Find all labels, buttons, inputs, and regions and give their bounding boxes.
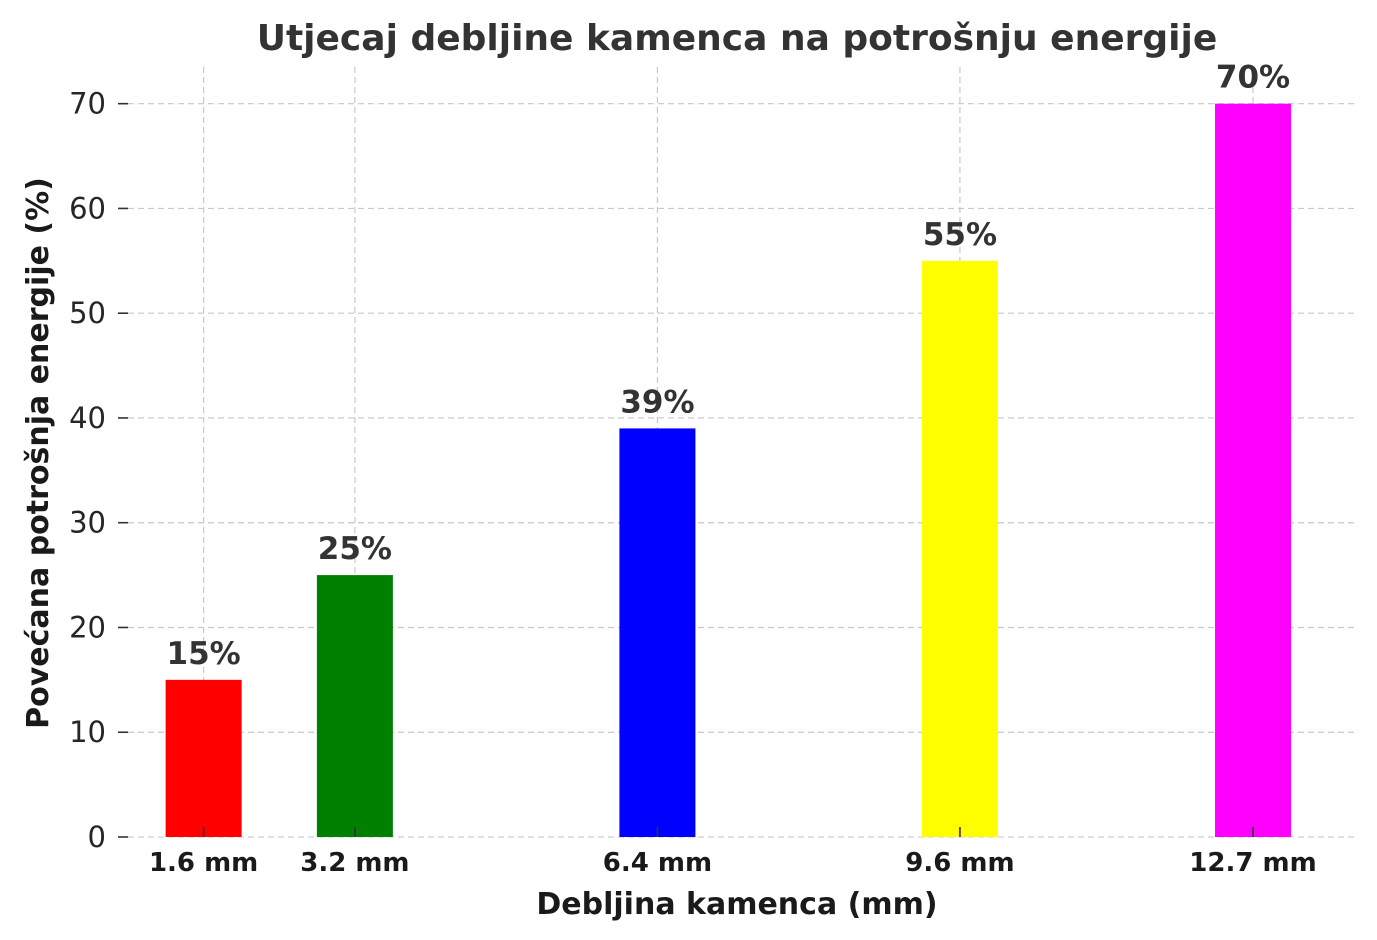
- x-tick-label: 1.6 mm: [149, 848, 258, 878]
- bar: [921, 260, 998, 837]
- bar: [1215, 103, 1292, 837]
- y-tick-label: 70: [69, 87, 106, 121]
- bar: [316, 575, 393, 837]
- y-tick-label: 30: [69, 506, 106, 540]
- x-axis-ticks: 1.6 mm 3.2 mm 6.4 mm 9.6 mm 12.7 mm: [149, 827, 1317, 878]
- data-label: 55%: [923, 217, 997, 253]
- data-label: 39%: [620, 384, 694, 420]
- x-tick-label: 3.2 mm: [300, 848, 409, 878]
- y-tick-label: 0: [88, 820, 106, 854]
- y-tick-label: 50: [69, 296, 106, 330]
- y-tick-label: 20: [69, 610, 106, 644]
- grid: [128, 67, 1357, 838]
- x-tick-label: 9.6 mm: [905, 848, 1014, 878]
- y-axis-label: Povećana potrošnja energije (%): [21, 177, 56, 729]
- bars: [165, 103, 1292, 837]
- x-tick-label: 12.7 mm: [1189, 848, 1316, 878]
- y-tick-label: 10: [69, 715, 106, 749]
- y-axis-ticks: 0 10 20 30 40 50 60 70: [69, 87, 128, 854]
- data-label: 25%: [318, 531, 392, 567]
- y-tick-label: 40: [69, 401, 106, 435]
- x-tick-label: 6.4 mm: [603, 848, 712, 878]
- bar: [165, 679, 242, 837]
- chart-title: Utjecaj debljine kamenca na potrošnju en…: [257, 18, 1218, 59]
- data-label: 15%: [167, 636, 241, 672]
- x-axis-label: Debljina kamenca (mm): [536, 887, 937, 922]
- bar: [619, 428, 696, 837]
- y-tick-label: 60: [69, 191, 106, 225]
- data-labels: 15% 25% 39% 55% 70%: [167, 60, 1291, 672]
- data-label: 70%: [1216, 60, 1290, 96]
